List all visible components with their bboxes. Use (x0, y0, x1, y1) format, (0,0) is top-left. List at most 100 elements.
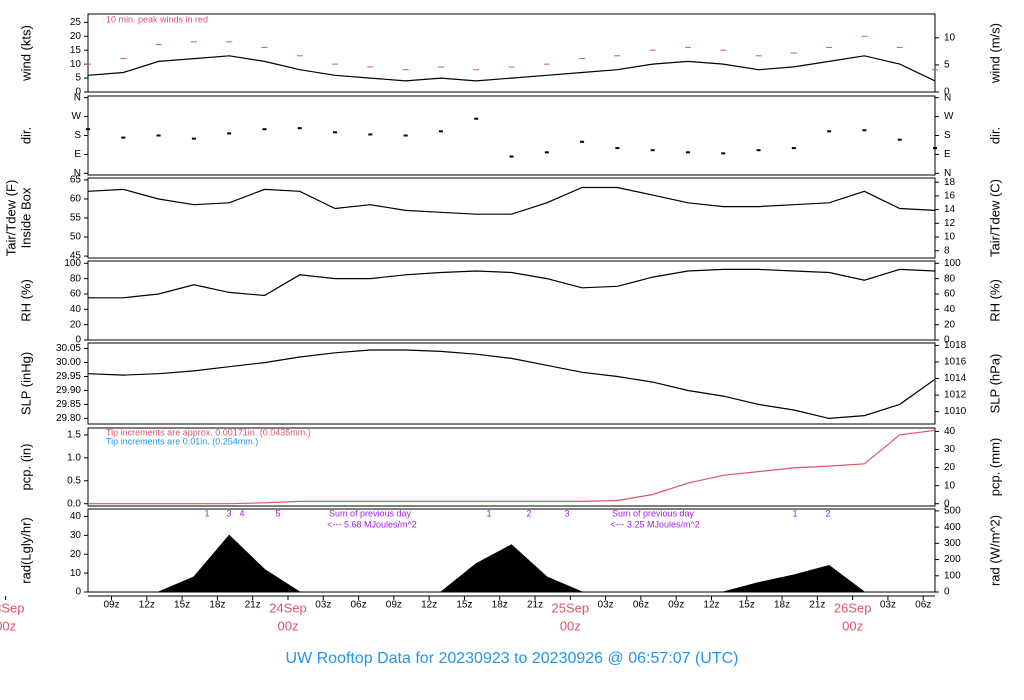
y2-tick-label: 300 (944, 538, 961, 549)
y-tick-label: 60 (70, 289, 82, 300)
point (297, 127, 302, 130)
x-tick-label: 03z (880, 600, 896, 611)
annotation: 2 (825, 508, 830, 518)
point (544, 151, 549, 154)
point (791, 147, 796, 150)
annotation: 1 (792, 508, 797, 518)
y2-tick-label: 1016 (944, 357, 967, 368)
y-tick-label: 5 (75, 73, 81, 84)
y2-tick-label: 500 (944, 506, 961, 517)
point (333, 131, 338, 134)
y2-tick-label: 200 (944, 554, 961, 565)
y2-axis-label: SLP (hPa) (987, 354, 1002, 414)
y2-tick-label: 14 (944, 204, 956, 215)
point (191, 137, 196, 140)
y2-tick-label: 10 (944, 32, 956, 43)
y-tick-label: 30 (70, 530, 82, 541)
y2-tick-label: 80 (944, 273, 956, 284)
line (87, 186, 936, 215)
y2-axis-label: Tair/Tdew (C) (987, 179, 1002, 257)
y2-tick-label: 100 (944, 570, 961, 581)
line (88, 429, 936, 505)
y2-tick-label: 0 (944, 587, 950, 598)
day-label: 26Sep (834, 600, 872, 615)
annotation: <--- 3.25 MJoules/m^2 (610, 519, 700, 529)
y-tick-label: 29.80 (56, 413, 81, 424)
y-tick-label: E (74, 149, 81, 160)
y-tick-label: 1.5 (67, 430, 81, 441)
y2-tick-label: 1010 (944, 406, 967, 417)
y2-tick-label: 0 (944, 335, 950, 346)
y2-tick-label: 12 (944, 218, 956, 229)
annotation: Sum of previous day (612, 508, 695, 518)
y-tick-label: 0.5 (67, 475, 81, 486)
page-title: UW Rooftop Data for 20230923 to 20230926… (286, 650, 739, 667)
y2-tick-label: 20 (944, 319, 956, 330)
point (862, 129, 867, 132)
y2-tick-label: N (944, 92, 951, 103)
y-tick-label: 40 (70, 304, 82, 315)
point (685, 151, 690, 154)
y-tick-label: 0 (75, 335, 81, 346)
point (474, 117, 479, 120)
y-tick-label: 29.90 (56, 385, 81, 396)
point (650, 149, 655, 152)
y2-tick-label: 400 (944, 522, 961, 533)
y-tick-label: 15 (70, 45, 82, 56)
y2-tick-label: 1018 (944, 340, 967, 351)
annotation: 10 min. peak winds in red (106, 14, 208, 24)
y-tick-label: 45 (70, 251, 82, 262)
y2-tick-label: 18 (944, 177, 956, 188)
x-tick-label: 09z (386, 600, 402, 611)
annotation: Tip increments are approx. 0.00171in. (0… (106, 427, 311, 437)
y-axis-label: pcp. (in) (18, 444, 33, 491)
x-tick-label: 18z (774, 600, 790, 611)
y2-axis-label: RH (%) (987, 279, 1002, 322)
annotation: 1 (204, 508, 209, 518)
x-tick-label: 15z (739, 600, 755, 611)
x-tick-label: 21z (245, 600, 261, 611)
point (227, 132, 232, 135)
point (262, 128, 267, 131)
y2-tick-label: 1014 (944, 373, 967, 384)
y2-tick-label: 30 (944, 444, 956, 455)
y-axis-label: Inside Box (18, 187, 33, 248)
point (438, 130, 443, 133)
y2-axis-label: pcp. (mm) (987, 438, 1002, 497)
y2-tick-label: W (944, 111, 954, 122)
line (88, 268, 936, 299)
y-tick-label: 30.05 (56, 343, 81, 354)
y2-axis-label: dir. (987, 127, 1002, 144)
y-axis-label: RH (%) (18, 279, 33, 322)
point (368, 133, 373, 136)
y-tick-label: W (72, 111, 82, 122)
day-hour-label: 00z (278, 618, 299, 633)
y-tick-label: N (74, 92, 81, 103)
point (933, 147, 937, 150)
annotation: 1 (486, 508, 491, 518)
y-tick-label: 80 (70, 273, 82, 284)
y2-tick-label: 10 (944, 232, 956, 243)
y-axis-label: Tair/Tdew (F) (3, 180, 18, 257)
day-hour-label: 00z (560, 618, 581, 633)
y-tick-label: 60 (70, 194, 82, 205)
y-tick-label: 20 (70, 549, 82, 560)
x-tick-label: 03z (315, 600, 331, 611)
y2-tick-label: 40 (944, 304, 956, 315)
line (87, 349, 936, 420)
annotation: 3 (564, 508, 569, 518)
y-tick-label: 20 (70, 319, 82, 330)
x-tick-label: 09z (668, 600, 684, 611)
y-tick-label: 10 (70, 568, 82, 579)
y-tick-label: 1.0 (67, 452, 81, 463)
y-tick-label: 0 (75, 587, 81, 598)
y-tick-label: N (74, 168, 81, 179)
x-tick-label: 12z (421, 600, 437, 611)
y-tick-label: 55 (70, 213, 82, 224)
panel-frame (87, 95, 936, 176)
day-hour-label: 00z (0, 618, 16, 633)
y-tick-label: 0.0 (67, 498, 81, 509)
point (827, 130, 832, 133)
day-label: 23Sep (0, 600, 24, 615)
y-tick-label: 20 (70, 31, 82, 42)
